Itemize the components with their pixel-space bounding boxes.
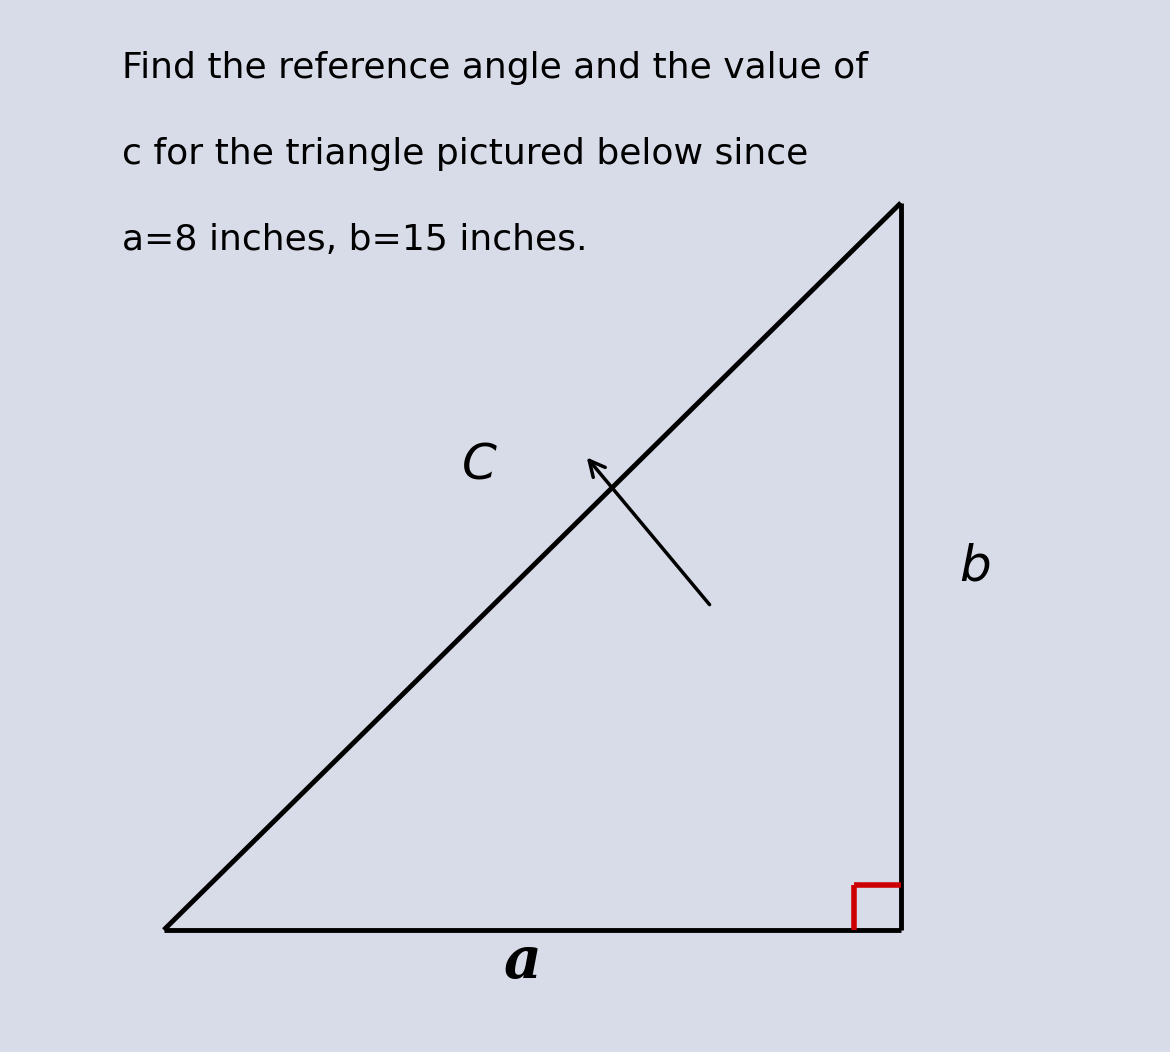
Text: a: a [503, 934, 541, 991]
Text: b: b [958, 543, 991, 590]
Text: c for the triangle pictured below since: c for the triangle pictured below since [122, 137, 808, 171]
Text: C: C [462, 442, 497, 489]
Text: Find the reference angle and the value of: Find the reference angle and the value o… [122, 52, 868, 85]
Text: a=8 inches, b=15 inches.: a=8 inches, b=15 inches. [122, 223, 587, 257]
